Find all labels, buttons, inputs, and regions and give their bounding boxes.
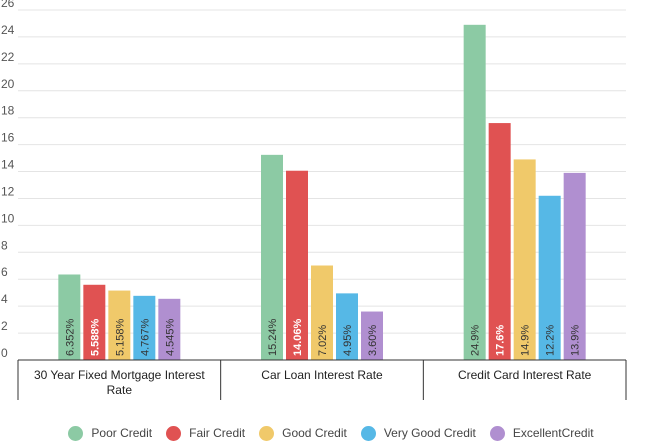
y-tick-label: 16 bbox=[1, 131, 15, 145]
bar bbox=[538, 195, 561, 360]
y-tick-label: 14 bbox=[1, 158, 15, 172]
bars: 6.352% 5.588% 5.158% 4.767% 4.545% 15.24% 14.0… bbox=[58, 24, 586, 361]
gridlines bbox=[18, 9, 626, 334]
legend-swatch bbox=[360, 425, 376, 441]
legend-swatch bbox=[68, 425, 84, 441]
data-label: 13.9% bbox=[570, 325, 582, 356]
data-label: 4.767% bbox=[139, 318, 151, 356]
y-tick-label: 6 bbox=[1, 265, 8, 279]
bar bbox=[133, 295, 156, 360]
bar bbox=[108, 290, 131, 360]
bar bbox=[58, 274, 81, 360]
y-tick-label: 8 bbox=[1, 238, 8, 252]
y-tick-label: 22 bbox=[1, 50, 15, 64]
data-label: 7.02% bbox=[317, 325, 329, 356]
legend-swatch bbox=[166, 425, 182, 441]
bar bbox=[488, 123, 511, 360]
x-category-label: Rate bbox=[107, 383, 133, 397]
data-label: 24.9% bbox=[470, 325, 482, 356]
y-tick-label: 18 bbox=[1, 104, 15, 118]
legend-label: Very Good Credit bbox=[383, 426, 476, 440]
bar bbox=[513, 159, 536, 360]
legend-swatch bbox=[489, 425, 505, 441]
legend: Poor Credit Fair Credit Good Credit Very Go… bbox=[0, 422, 662, 444]
data-label: 5.158% bbox=[114, 318, 126, 356]
y-tick-label: 24 bbox=[1, 23, 15, 37]
y-tick-label: 26 bbox=[1, 0, 15, 10]
data-label: 4.545% bbox=[164, 318, 176, 356]
y-tick-label: 12 bbox=[1, 184, 15, 198]
bar bbox=[286, 170, 308, 360]
bar bbox=[463, 24, 486, 361]
data-label: 5.588% bbox=[89, 318, 101, 356]
y-tick-label: 4 bbox=[1, 292, 8, 306]
legend-item: Good Credit bbox=[259, 425, 347, 441]
data-label: 3.60% bbox=[367, 325, 379, 356]
legend-label: Fair Credit bbox=[189, 426, 246, 440]
data-label: 12.2% bbox=[545, 325, 557, 356]
y-tick-label: 20 bbox=[1, 77, 15, 91]
bar bbox=[158, 298, 181, 360]
data-label: 4.95% bbox=[342, 325, 354, 356]
legend-label: Poor Credit bbox=[91, 426, 153, 440]
legend-label: Good Credit bbox=[282, 426, 347, 440]
y-tick-label: 0 bbox=[1, 346, 8, 360]
bar bbox=[563, 172, 586, 360]
legend-label: ExcellentCredit bbox=[512, 426, 594, 440]
data-label: 6.352% bbox=[64, 318, 76, 356]
legend-item: Very Good Credit bbox=[360, 425, 476, 441]
legend-item: Poor Credit bbox=[68, 425, 153, 441]
legend-item: ExcellentCredit bbox=[489, 425, 594, 441]
data-label: 15.24% bbox=[267, 318, 279, 356]
legend-item: Fair Credit bbox=[166, 425, 246, 441]
bar bbox=[83, 284, 106, 360]
data-label: 14.9% bbox=[520, 325, 532, 356]
y-tick-label: 2 bbox=[1, 319, 8, 333]
x-category-label: Credit Card Interest Rate bbox=[458, 368, 592, 382]
data-label: 14.06% bbox=[292, 318, 304, 356]
bar bbox=[261, 154, 283, 360]
x-category-label: 30 Year Fixed Mortgage Interest bbox=[34, 368, 205, 382]
y-tick-label: 10 bbox=[1, 211, 15, 225]
bar bbox=[311, 265, 333, 360]
data-label: 17.6% bbox=[495, 325, 507, 356]
bar bbox=[336, 293, 358, 360]
x-category-label: Car Loan Interest Rate bbox=[261, 368, 383, 382]
bar bbox=[361, 311, 383, 360]
legend-swatch bbox=[259, 425, 275, 441]
